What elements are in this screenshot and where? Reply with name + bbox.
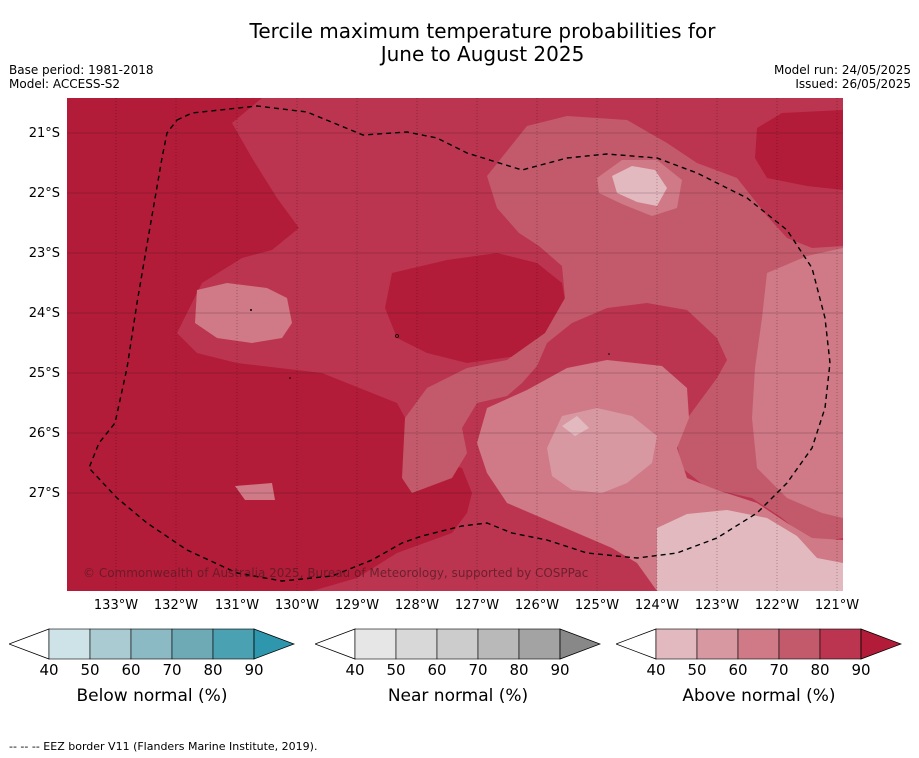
- colorbar-tick: 80: [509, 661, 529, 679]
- colorbar-segment: [212, 628, 255, 660]
- eez-border: [88, 105, 831, 582]
- colorbar-segment: [436, 628, 479, 660]
- colorbar-segment: [395, 628, 438, 660]
- title-line-2: June to August 2025: [380, 42, 585, 66]
- lat-label: 22°S: [28, 186, 60, 201]
- colorbar-over-triangle: [253, 628, 295, 660]
- lon-label: 122°W: [754, 598, 800, 613]
- meridians: [115, 98, 838, 591]
- zone-80-90-ne: [755, 110, 843, 190]
- colorbar-tick: 70: [468, 661, 488, 679]
- colorbar-label-above: Above normal (%): [682, 686, 836, 706]
- model-run: Model run: 24/05/2025: [773, 63, 911, 77]
- zone-50-60-east: [752, 248, 843, 518]
- colorbar-tick: 60: [427, 661, 447, 679]
- map-title: Tercile maximum temperature probabilitie…: [0, 20, 919, 66]
- lon-label: 127°W: [454, 598, 500, 613]
- lat-label: 27°S: [28, 486, 60, 501]
- colorbar-tick: 60: [728, 661, 748, 679]
- colorbar-tick: 40: [39, 661, 59, 679]
- colorbar-near-normal: [315, 628, 601, 660]
- colorbar-segment: [778, 628, 821, 660]
- island-marker: [289, 377, 291, 379]
- colorbar-tick: 90: [550, 661, 570, 679]
- colorbar-tick: 70: [769, 661, 789, 679]
- lon-label: 132°W: [153, 598, 199, 613]
- colorbar-segment: [130, 628, 173, 660]
- colorbar-segment: [354, 628, 397, 660]
- gridlines: [67, 132, 843, 494]
- zone-40-50-small: [562, 416, 589, 436]
- eez-footer-note: -- -- -- EEZ border V11 (Flanders Marine…: [9, 740, 318, 753]
- island-marker: [250, 309, 252, 311]
- colorbar-below-normal: [9, 628, 295, 660]
- lon-label: 128°W: [394, 598, 440, 613]
- zone-40-50-north: [612, 166, 667, 206]
- base-period: Base period: 1981-2018: [9, 63, 154, 77]
- colorbar-segment: [655, 628, 698, 660]
- zone-80-90-center: [385, 253, 567, 363]
- colorbar-tick: 60: [121, 661, 141, 679]
- model-name: Model: ACCESS-S2: [9, 77, 121, 91]
- colorbar-segment: [737, 628, 780, 660]
- lat-label: 21°S: [28, 126, 60, 141]
- colorbar-tick: 90: [851, 661, 871, 679]
- lat-label: 23°S: [28, 246, 60, 261]
- colorbar-over-triangle: [559, 628, 601, 660]
- colorbar-segment: [89, 628, 132, 660]
- colorbar-over-triangle: [860, 628, 902, 660]
- lon-label: 133°W: [93, 598, 139, 613]
- colorbar-tick: 80: [203, 661, 223, 679]
- island-marker: [395, 334, 399, 338]
- lat-label: 26°S: [28, 426, 60, 441]
- copyright-text: © Commonwealth of Australia 2025, Bureau…: [83, 566, 589, 580]
- colorbar-under-triangle: [315, 628, 356, 660]
- colorbar-segment: [696, 628, 739, 660]
- lon-label: 123°W: [694, 598, 740, 613]
- colorbar-tick: 40: [646, 661, 666, 679]
- colorbar-tick: 40: [345, 661, 365, 679]
- issued-date: Issued: 26/05/2025: [795, 77, 911, 91]
- colorbar-tick: 90: [244, 661, 264, 679]
- zone-50-60-west: [195, 283, 292, 343]
- colorbar-segment: [819, 628, 862, 660]
- colorbar-tick: 50: [687, 661, 707, 679]
- lon-label: 131°W: [214, 598, 260, 613]
- colorbar-segment: [48, 628, 91, 660]
- colorbar-segment: [518, 628, 561, 660]
- zone-40-50: [657, 510, 843, 591]
- colorbar-tick: 80: [810, 661, 830, 679]
- colorbar-under-triangle: [9, 628, 50, 660]
- colorbar-segment: [477, 628, 520, 660]
- probability-map: [67, 98, 843, 591]
- meta-left: Base period: 1981-2018 Model: ACCESS-S2: [9, 63, 154, 91]
- colorbar-label-below: Below normal (%): [76, 686, 228, 706]
- colorbar-above-normal: [616, 628, 902, 660]
- zone-50-60-sw: [235, 483, 275, 500]
- lat-label: 24°S: [28, 306, 60, 321]
- meta-right: Model run: 24/05/2025 Issued: 26/05/2025: [774, 63, 911, 91]
- zone-60-70: [402, 116, 843, 543]
- lon-label: 126°W: [514, 598, 560, 613]
- colorbar-label-near: Near normal (%): [387, 686, 529, 706]
- lon-label: 124°W: [634, 598, 680, 613]
- colorbar-tick: 50: [80, 661, 100, 679]
- lon-label: 130°W: [274, 598, 320, 613]
- lon-label: 125°W: [574, 598, 620, 613]
- colorbar-under-triangle: [616, 628, 657, 660]
- title-line-1: Tercile maximum temperature probabilitie…: [249, 19, 716, 43]
- lon-label: 129°W: [334, 598, 380, 613]
- colorbar-segment: [171, 628, 214, 660]
- lat-label: 25°S: [28, 366, 60, 381]
- colorbar-tick: 50: [386, 661, 406, 679]
- colorbar-tick: 70: [162, 661, 182, 679]
- island-marker: [608, 353, 610, 355]
- lon-label: 121°W: [814, 598, 860, 613]
